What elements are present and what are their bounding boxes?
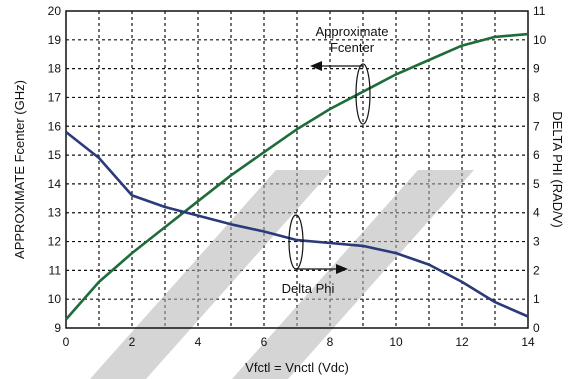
x-tick-label: 12 bbox=[455, 335, 469, 349]
y-right-tick-label: 9 bbox=[533, 62, 540, 76]
y-left-tick-label: 14 bbox=[48, 177, 62, 191]
annotation-delta-phi-label: Delta Phi bbox=[282, 281, 335, 296]
y-right-tick-label: 1 bbox=[533, 292, 540, 306]
y-right-tick-label: 7 bbox=[533, 119, 540, 133]
x-tick-label: 0 bbox=[63, 335, 70, 349]
x-axis-title: Vfctl = Vnctl (Vdc) bbox=[245, 360, 349, 375]
annotation-delta-phi-arrowhead bbox=[336, 264, 348, 274]
x-tick-label: 14 bbox=[521, 335, 535, 349]
y-axis-left-title: APPROXIMATE Fcenter (GHz) bbox=[12, 80, 27, 259]
y-right-tick-label: 8 bbox=[533, 90, 540, 104]
y-right-tick-label: 11 bbox=[533, 4, 546, 18]
series-line-delta-phi bbox=[65, 130, 529, 318]
y-left-tick-label: 9 bbox=[54, 321, 61, 335]
series-layer bbox=[65, 32, 529, 321]
y-right-tick-label: 2 bbox=[533, 263, 540, 277]
plot-frame bbox=[65, 10, 529, 329]
y-left-tick-label: 15 bbox=[48, 148, 62, 162]
y-right-tick-label: 3 bbox=[533, 235, 540, 249]
y-left-tick-label: 17 bbox=[48, 90, 62, 104]
annotation-fcenter-label: Approximate Fcenter bbox=[316, 24, 389, 55]
y-left-tick-label: 18 bbox=[48, 62, 62, 76]
annotations: Approximate Fcenter Delta Phi bbox=[282, 24, 389, 296]
annotation-fcenter-marker bbox=[355, 63, 371, 125]
y-axis-right-title: DELTA PHI (RAD/V) bbox=[550, 111, 565, 228]
y-right-tick-label: 0 bbox=[533, 321, 540, 335]
y-left-tick-label: 20 bbox=[48, 4, 62, 18]
y-left-tick-label: 13 bbox=[48, 206, 62, 220]
y-left-tick-label: 16 bbox=[48, 119, 62, 133]
y-left-tick-label: 12 bbox=[48, 235, 62, 249]
tick-labels: 0 2 4 6 8 10 12 1491011121314151617181920012345… bbox=[48, 4, 547, 349]
annotation-fcenter-arrowhead bbox=[310, 61, 322, 71]
y-left-tick-label: 10 bbox=[48, 292, 62, 306]
watermark bbox=[90, 170, 474, 379]
x-tick-label: 8 bbox=[327, 335, 334, 349]
x-tick-label: 10 bbox=[389, 335, 403, 349]
y-left-tick-label: 19 bbox=[48, 33, 62, 47]
x-tick-label: 6 bbox=[261, 335, 268, 349]
x-tick-label: 4 bbox=[195, 335, 202, 349]
y-right-tick-label: 10 bbox=[533, 33, 547, 47]
y-right-tick-label: 4 bbox=[533, 206, 540, 220]
y-right-tick-label: 5 bbox=[533, 177, 540, 191]
y-left-tick-label: 11 bbox=[49, 263, 62, 277]
series-line-fcenter bbox=[65, 32, 529, 321]
x-tick-label: 2 bbox=[129, 335, 136, 349]
y-right-tick-label: 6 bbox=[533, 148, 540, 162]
